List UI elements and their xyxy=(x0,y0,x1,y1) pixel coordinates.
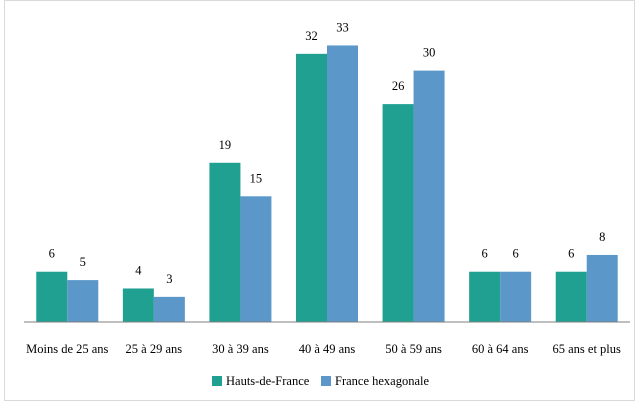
value-label-hauts-de-france-2: 19 xyxy=(219,138,232,152)
bar-hauts-de-france-3 xyxy=(296,53,327,323)
value-label-hauts-de-france-6: 6 xyxy=(568,247,574,261)
value-label-france-hexagonale-6: 8 xyxy=(599,230,605,244)
value-label-france-hexagonale-5: 6 xyxy=(513,247,519,261)
bar-hauts-de-france-5 xyxy=(469,271,501,322)
legend-swatch-france-hexagonale xyxy=(321,376,331,386)
bar-france-hexagonale-5 xyxy=(500,271,532,322)
bar-hauts-de-france-2 xyxy=(209,162,241,322)
bar-hauts-de-france-4 xyxy=(382,104,414,323)
value-label-france-hexagonale-4: 30 xyxy=(423,46,436,60)
category-label-5: 60 à 64 ans xyxy=(472,342,529,356)
value-label-hauts-de-france-4: 26 xyxy=(392,79,405,93)
bar-france-hexagonale-1 xyxy=(153,296,185,322)
category-label-1: 25 à 29 ans xyxy=(126,342,183,356)
bar-france-hexagonale-3 xyxy=(327,45,358,323)
bar-france-hexagonale-0 xyxy=(67,280,99,322)
bar-france-hexagonale-6 xyxy=(586,254,618,322)
value-label-france-hexagonale-0: 5 xyxy=(80,255,86,269)
value-labels-group: 6 5 4 3 19 15 32 33 26 30 6 6 6 8 xyxy=(49,20,606,285)
value-label-france-hexagonale-3: 33 xyxy=(336,20,349,34)
legend-label-france-hexagonale: France hexagonale xyxy=(335,374,430,388)
value-label-hauts-de-france-5: 6 xyxy=(482,247,488,261)
bar-hauts-de-france-1 xyxy=(122,288,154,322)
bar-france-hexagonale-4 xyxy=(413,70,445,322)
category-label-2: 30 à 39 ans xyxy=(212,342,269,356)
value-label-hauts-de-france-0: 6 xyxy=(49,247,55,261)
category-label-3: 40 à 49 ans xyxy=(299,342,356,356)
value-label-france-hexagonale-2: 15 xyxy=(250,171,263,185)
legend-label-hauts-de-france: Hauts-de-France xyxy=(226,374,310,388)
bar-hauts-de-france-6 xyxy=(555,271,587,322)
legend-swatch-hauts-de-france xyxy=(212,376,222,386)
value-label-hauts-de-france-1: 4 xyxy=(135,263,142,277)
category-label-4: 50 à 59 ans xyxy=(385,342,442,356)
category-label-0: Moins de 25 ans xyxy=(26,342,108,356)
value-label-hauts-de-france-3: 32 xyxy=(305,29,318,43)
bar-france-hexagonale-2 xyxy=(240,196,272,322)
bar-hauts-de-france-0 xyxy=(36,271,68,322)
category-labels-group: Moins de 25 ans 25 à 29 ans 30 à 39 ans 40 … xyxy=(26,342,621,356)
legend: Hauts-de-France France hexagonale xyxy=(212,374,430,388)
value-label-france-hexagonale-1: 3 xyxy=(166,272,172,286)
category-label-6: 65 ans et plus xyxy=(553,342,622,356)
bars-group xyxy=(36,45,618,323)
